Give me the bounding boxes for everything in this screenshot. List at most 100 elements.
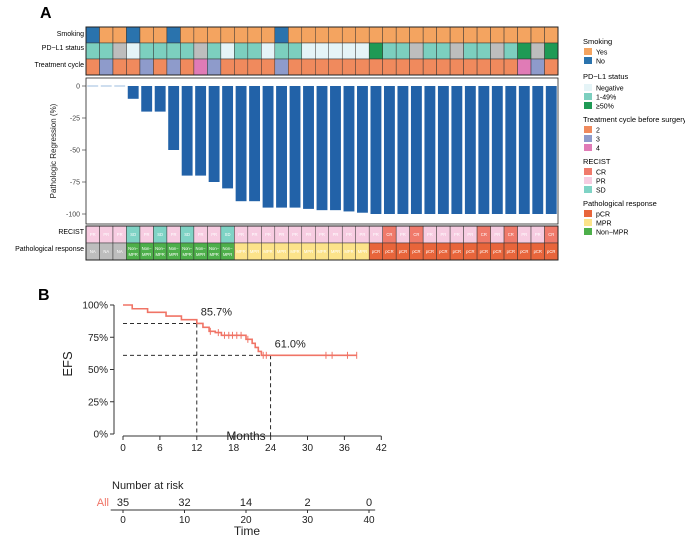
legend-swatch-no bbox=[584, 57, 592, 64]
row-label-recist: RECIST bbox=[58, 229, 84, 236]
cell-label: CR bbox=[386, 232, 392, 237]
km-curve bbox=[123, 304, 358, 359]
cell-pdl1 bbox=[476, 42, 491, 60]
cell-pdl1 bbox=[220, 42, 235, 60]
cell-smoking bbox=[463, 26, 478, 44]
cell-smoking bbox=[490, 26, 505, 44]
cell-smoking bbox=[126, 26, 141, 44]
cell-smoking bbox=[341, 26, 356, 44]
cell-label: MPR bbox=[331, 249, 340, 254]
cell-pdl1 bbox=[315, 42, 329, 60]
cell-pdl1 bbox=[126, 42, 141, 60]
km-xtick-label: 0 bbox=[120, 443, 126, 454]
cell-cycle bbox=[180, 58, 195, 76]
risk-count: 2 bbox=[304, 497, 310, 509]
waterfall-bar bbox=[357, 86, 368, 213]
cell-smoking bbox=[422, 26, 437, 44]
cell-cycle bbox=[517, 58, 532, 76]
cell-label: PR bbox=[252, 232, 258, 237]
km-xtick-label: 24 bbox=[265, 443, 277, 454]
risk-tick-label: 40 bbox=[363, 515, 375, 526]
cell-cycle bbox=[490, 58, 505, 76]
km-line bbox=[123, 304, 357, 357]
km-ylabel: EFS bbox=[60, 351, 75, 377]
cell-smoking bbox=[274, 26, 289, 44]
cell-cycle bbox=[139, 58, 154, 76]
cell-cycle bbox=[153, 58, 168, 76]
cell-label: CR bbox=[548, 232, 554, 237]
cell-label: pCR bbox=[507, 249, 515, 254]
legend-swatch-mpr bbox=[584, 219, 592, 226]
cell-label: CR bbox=[481, 232, 487, 237]
cell-cycle bbox=[166, 58, 181, 76]
legend-pdl1: PD−L1 status Negative 1-49% ≥50% bbox=[583, 72, 628, 111]
waterfall-tick-label: -25 bbox=[70, 116, 80, 123]
cell-pdl1 bbox=[85, 42, 100, 60]
cell-pdl1 bbox=[274, 42, 289, 60]
risk-tick-label: 20 bbox=[240, 515, 252, 526]
cell-label: MPR bbox=[304, 249, 313, 254]
legend-path-mpr: MPR bbox=[596, 221, 612, 228]
cell-smoking bbox=[207, 26, 222, 44]
km-xtick-label: 30 bbox=[302, 443, 314, 454]
heatmap-top-border bbox=[85, 26, 559, 76]
cell-pdl1 bbox=[530, 42, 545, 60]
cell-pdl1 bbox=[301, 42, 316, 60]
row-label-smoking: Smoking bbox=[57, 31, 84, 38]
waterfall-tick-label: -75 bbox=[70, 180, 80, 187]
legend-swatch-negative bbox=[584, 84, 592, 91]
waterfall-bar bbox=[451, 86, 463, 214]
legend-pdl1-1-49: 1-49% bbox=[596, 95, 616, 102]
cell-label: MPR bbox=[236, 249, 245, 254]
risk-tick-label: 0 bbox=[120, 515, 126, 526]
cell-cycle bbox=[395, 58, 410, 76]
waterfall-bar bbox=[383, 86, 395, 214]
cell-pdl1 bbox=[368, 42, 383, 60]
waterfall-bar bbox=[235, 86, 247, 202]
cell-label: SD bbox=[225, 232, 231, 237]
legend-swatch-sd bbox=[584, 186, 592, 193]
cell-label: MPR bbox=[156, 252, 165, 257]
cell-label: MPR bbox=[129, 252, 138, 257]
heatmap-recist: PR PR PR SD PR SD PR SD PR PR SD PR PR PR PR PR PR PR PR PR… bbox=[85, 225, 559, 244]
cell-label: Non− bbox=[196, 246, 207, 251]
legend-pdl1-50: ≥50% bbox=[596, 104, 614, 111]
legend-cycle-4: 4 bbox=[596, 146, 600, 153]
cell-label: pCR bbox=[520, 249, 528, 254]
cell-label: MPR bbox=[209, 252, 218, 257]
waterfall-bar bbox=[464, 86, 476, 214]
waterfall-bar bbox=[370, 86, 382, 214]
cell-label: SD bbox=[130, 232, 136, 237]
cell-cycle bbox=[315, 58, 329, 76]
cell-label: PR bbox=[427, 232, 433, 237]
cell-label: PR bbox=[454, 232, 460, 237]
cell-smoking bbox=[382, 26, 397, 44]
cell-smoking bbox=[220, 26, 235, 44]
legend-swatch-cycle-4 bbox=[584, 144, 592, 151]
heatmap-cycle bbox=[85, 58, 559, 76]
cell-cycle bbox=[422, 58, 437, 76]
cell-pdl1 bbox=[463, 42, 478, 60]
cell-label: PR bbox=[198, 232, 204, 237]
cell-smoking bbox=[180, 26, 195, 44]
cell-cycle bbox=[301, 58, 316, 76]
cell-cycle bbox=[341, 58, 356, 76]
legend-swatch-pr bbox=[584, 177, 592, 184]
cell-cycle bbox=[503, 58, 518, 76]
waterfall-bar bbox=[127, 86, 139, 99]
cell-label: MPR bbox=[344, 249, 353, 254]
cell-label: CR bbox=[413, 232, 419, 237]
km-annotation: 61.0% bbox=[275, 338, 306, 350]
cell-cycle bbox=[234, 58, 249, 76]
cell-pdl1 bbox=[490, 42, 505, 60]
cell-cycle bbox=[368, 58, 383, 76]
cell-cycle bbox=[409, 58, 424, 76]
risk-count: 0 bbox=[366, 497, 372, 509]
legend-swatch-1-49 bbox=[584, 93, 592, 100]
heatmap-smoking bbox=[85, 26, 559, 44]
cell-cycle bbox=[476, 58, 491, 76]
legend-path: Pathological response pCR MPR Non−MPR bbox=[583, 199, 657, 237]
cell-pdl1 bbox=[449, 42, 464, 60]
cell-label: PR bbox=[306, 232, 312, 237]
waterfall-ticks: 0 -25 -50 -75 -100 bbox=[66, 84, 86, 219]
